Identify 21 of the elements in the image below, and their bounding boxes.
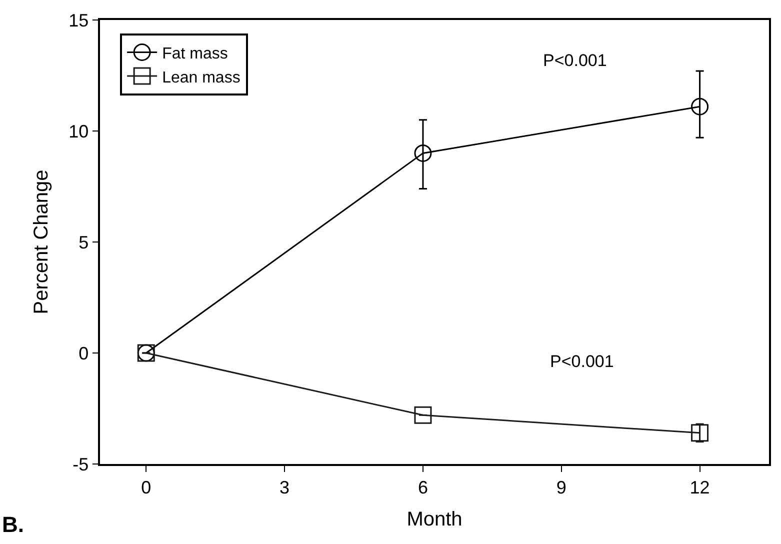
annotation: P<0.001: [550, 352, 614, 371]
text: B.: [2, 512, 24, 537]
y-tick-label: 10: [68, 121, 89, 142]
point: [691, 98, 709, 116]
x-tick-label: 12: [690, 477, 710, 498]
y-tick-label: 0: [78, 343, 89, 364]
legend-label: Lean mass: [162, 69, 240, 86]
y-axis-title: Percent Change: [30, 170, 53, 314]
y-tick-label: 5: [78, 232, 89, 252]
x-tick-label: 6: [418, 477, 428, 498]
y-tick-label: 15: [68, 10, 89, 30]
point: [691, 424, 709, 442]
x-tick-label: 0: [141, 477, 152, 498]
x-axis-title: Month: [406, 508, 462, 530]
point: [414, 406, 432, 424]
legend-label: Fat mass: [162, 45, 228, 62]
point: [414, 144, 432, 162]
x-tick-label: 3: [280, 477, 290, 498]
annotation: P<0.001: [543, 51, 607, 70]
y-tick-label: -5: [72, 454, 89, 474]
x-tick-label: 9: [556, 477, 566, 498]
